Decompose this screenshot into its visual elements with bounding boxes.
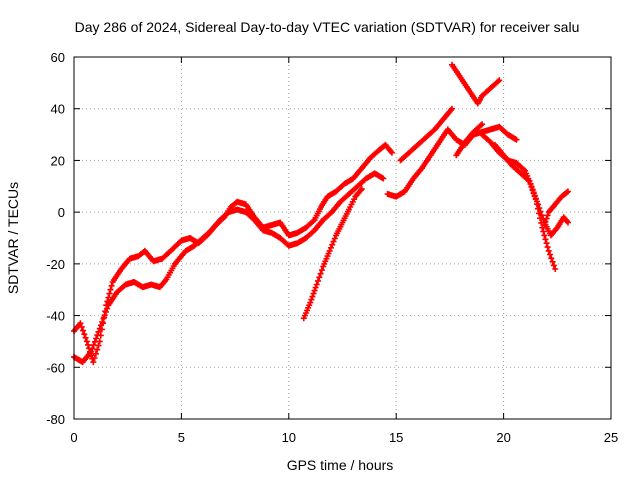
- x-axis: 0 5 10 15 20 25: [70, 57, 618, 445]
- data-markers: [492, 141, 559, 272]
- series-track-6: [449, 61, 503, 107]
- series-track-8: [479, 131, 571, 239]
- data-markers: [541, 188, 571, 229]
- y-tick-label: 40: [51, 102, 65, 117]
- series-track-2: [71, 170, 387, 366]
- x-tick-label: 10: [282, 430, 296, 445]
- y-tick-label: -20: [46, 257, 65, 272]
- y-tick-label: 60: [51, 50, 65, 65]
- series-track-1: [71, 141, 395, 366]
- y-axis-label: SDTVAR / TECUs: [5, 182, 21, 294]
- x-tick-label: 20: [496, 430, 510, 445]
- data-markers: [449, 61, 503, 107]
- x-axis-label: GPS time / hours: [287, 457, 394, 473]
- data-markers: [453, 121, 486, 159]
- x-tick-label: 5: [178, 430, 185, 445]
- series-track-9: [492, 141, 559, 272]
- y-tick-label: -60: [46, 360, 65, 375]
- x-tick-label: 15: [389, 430, 403, 445]
- x-tick-label: 25: [604, 430, 618, 445]
- data-markers: [479, 131, 571, 239]
- data-markers: [300, 185, 365, 322]
- y-tick-label: -40: [46, 309, 65, 324]
- data-markers: [71, 141, 395, 366]
- series-track-3: [300, 185, 365, 322]
- data-markers: [384, 123, 520, 200]
- chart-title: Day 286 of 2024, Sidereal Day-to-day VTE…: [75, 19, 580, 35]
- data-markers: [71, 170, 387, 366]
- x-tick-label: 0: [70, 430, 77, 445]
- plot-frame: [73, 56, 612, 420]
- y-tick-label: -80: [46, 412, 65, 427]
- series-layer: [71, 61, 571, 366]
- y-axis: 60 40 20 0 -20 -40 -60 -80: [46, 50, 611, 427]
- series-track-10: [541, 188, 571, 229]
- y-tick-label: 20: [51, 153, 65, 168]
- series-track-4: [384, 123, 520, 200]
- series-track-5: [397, 105, 455, 164]
- grid: [74, 57, 611, 419]
- y-tick-label: 0: [58, 205, 65, 220]
- series-track-7: [453, 121, 486, 159]
- data-markers: [397, 105, 455, 164]
